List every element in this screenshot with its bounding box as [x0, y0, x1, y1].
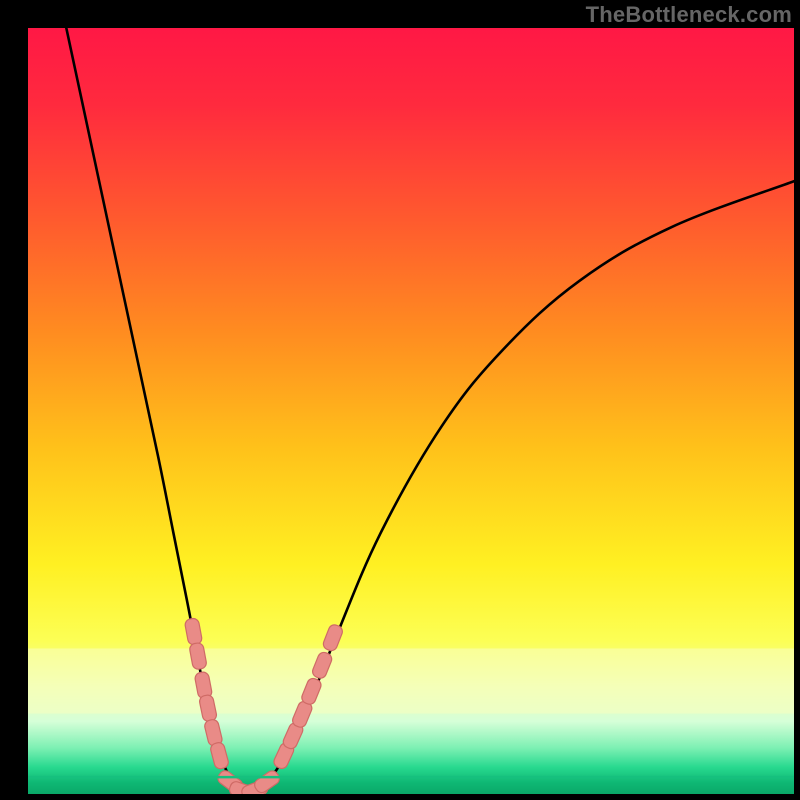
plot-area: [28, 28, 794, 794]
marker-pill: [252, 769, 281, 794]
stage: TheBottleneck.com: [0, 0, 800, 800]
chart-svg: [28, 28, 794, 794]
marker-pill: [209, 741, 229, 770]
marker-pill: [322, 623, 344, 652]
watermark-text: TheBottleneck.com: [586, 2, 792, 28]
light-yellow-band: [28, 648, 794, 713]
marker-pill: [184, 618, 203, 646]
